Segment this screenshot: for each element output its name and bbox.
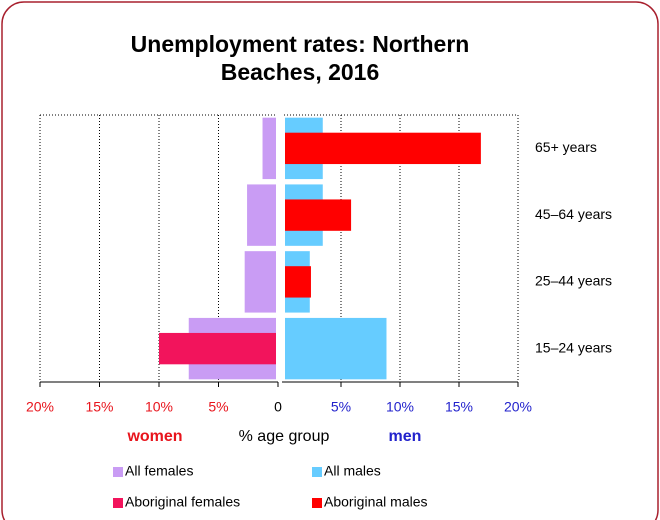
legend-label: Aboriginal females xyxy=(125,494,240,510)
x-tick-label: 15% xyxy=(85,399,113,415)
bar xyxy=(247,184,276,246)
legend-label: Aboriginal males xyxy=(324,494,428,510)
category-label: 65+ years xyxy=(535,139,597,155)
x-tick-label: 10% xyxy=(386,399,414,415)
x-tick-label: 10% xyxy=(145,399,173,415)
x-tick-label: 5% xyxy=(208,399,228,415)
x-tick-label: 5% xyxy=(331,399,351,415)
bar xyxy=(285,317,387,380)
axis-label: % age group xyxy=(239,428,330,445)
bar xyxy=(285,199,352,231)
category-label: 15–24 years xyxy=(535,339,612,355)
category-label: 25–44 years xyxy=(535,273,612,289)
bar xyxy=(285,266,311,298)
legend-swatch xyxy=(113,467,123,477)
legend-label: All females xyxy=(125,463,193,479)
bar xyxy=(262,117,276,180)
bar xyxy=(285,132,481,165)
chart-title: Unemployment rates: Northern Beaches, 20… xyxy=(130,31,470,85)
category-label: 45–64 years xyxy=(535,206,612,222)
legend-swatch xyxy=(113,498,123,508)
legend-swatch xyxy=(312,467,322,477)
bar xyxy=(159,332,276,365)
axis-label: men xyxy=(389,428,422,445)
legend-swatch xyxy=(312,498,322,508)
axis-label: women xyxy=(126,428,182,445)
x-tick-label: 15% xyxy=(445,399,473,415)
x-tick-label: 20% xyxy=(26,399,54,415)
x-tick-label: 20% xyxy=(504,399,532,415)
x-tick-label: 0 xyxy=(274,399,282,415)
bar xyxy=(244,251,276,313)
legend-label: All males xyxy=(324,463,381,479)
